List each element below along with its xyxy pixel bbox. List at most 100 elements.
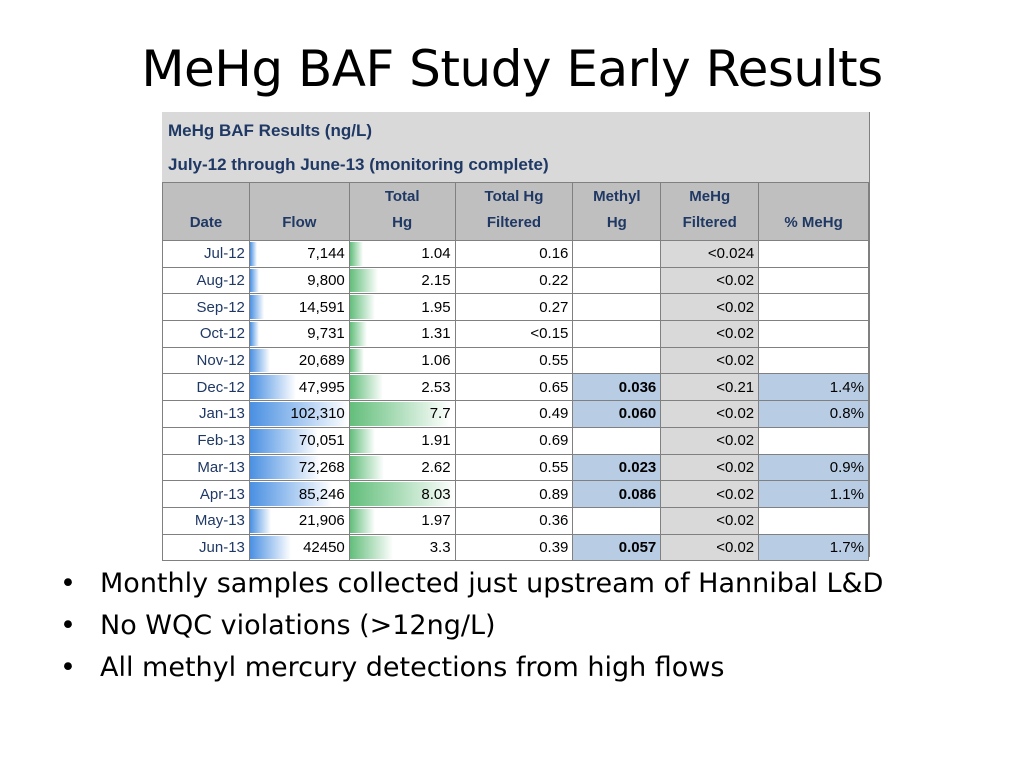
table-row: Mar-13 72,268 2.62 0.55 0.023 <0.02 0.9% <box>162 453 869 482</box>
total-hg-cell-databar <box>349 402 451 426</box>
bullet-dot-icon: • <box>60 652 76 683</box>
date-cell: Jan-13 <box>162 400 250 428</box>
flow-cell-databar <box>249 455 320 480</box>
pct-mehg-cell: 1.7% <box>758 533 869 562</box>
flow-cell-value: 70,051 <box>298 432 345 450</box>
flow-cell-databar <box>249 322 260 346</box>
methyl-hg-cell <box>572 346 662 375</box>
flow-cell: 85,246 <box>248 480 350 508</box>
total-hg-cell-value: 2.62 <box>421 458 451 476</box>
mehg-filtered-cell: <0.02 <box>660 533 760 562</box>
flow-cell-databar <box>249 402 349 426</box>
total-hg-cell-databar <box>349 508 376 533</box>
methyl-hg-cell: 0.036 <box>572 373 662 402</box>
total-hg-cell: 1.04 <box>348 240 456 268</box>
flow-cell: 14,591 <box>248 293 350 322</box>
flow-cell: 9,800 <box>248 266 350 295</box>
total-hg-cell: 7.7 <box>348 400 456 428</box>
header-pct-mehg-line: % MeHg <box>784 214 843 231</box>
methyl-hg-cell <box>572 266 662 295</box>
date-cell: Feb-13 <box>162 426 250 455</box>
results-table: Date Flow Total Hg Total Hg Filtered Methyl Hg M… <box>162 182 869 562</box>
flow-cell-value: 9,800 <box>307 272 345 290</box>
flow-cell-databar <box>249 375 297 400</box>
total-hg-filtered-cell: 0.49 <box>454 400 574 428</box>
methyl-hg-cell <box>572 240 662 268</box>
date-cell: Aug-12 <box>162 266 250 295</box>
bullet-item: • No WQC violations (>12ng/L) <box>60 606 990 648</box>
date-cell: May-13 <box>162 506 250 535</box>
total-hg-cell-value: 1.31 <box>421 325 451 343</box>
flow-cell-value: 72,268 <box>298 458 345 476</box>
date-cell: Jul-12 <box>162 240 250 268</box>
pct-mehg-cell <box>758 426 869 455</box>
date-cell: Jun-13 <box>162 533 250 562</box>
flow-cell-value: 47,995 <box>298 378 345 396</box>
bullet-text: Monthly samples collected just upstream … <box>100 568 884 599</box>
total-hg-cell: 1.97 <box>348 506 456 535</box>
results-table-panel: MeHg BAF Results (ng/L) July-12 through … <box>162 112 870 562</box>
bullet-dot-icon: • <box>60 568 76 599</box>
mehg-filtered-cell: <0.02 <box>660 426 760 455</box>
total-hg-filtered-cell: 0.55 <box>454 346 574 375</box>
table-row: Dec-12 47,995 2.53 0.65 0.036 <0.21 1.4% <box>162 373 869 402</box>
methyl-hg-cell: 0.060 <box>572 400 662 428</box>
mehg-filtered-cell: <0.024 <box>660 240 760 268</box>
methyl-hg-cell <box>572 293 662 322</box>
total-hg-cell: 2.15 <box>348 266 456 295</box>
table-row: Feb-13 70,051 1.91 0.69 <0.02 <box>162 426 869 455</box>
date-cell: Nov-12 <box>162 346 250 375</box>
total-hg-filtered-cell: 0.22 <box>454 266 574 295</box>
flow-cell-value: 9,731 <box>307 325 345 343</box>
total-hg-cell-value: 1.04 <box>421 245 451 263</box>
header-date: Date <box>162 182 250 241</box>
total-hg-filtered-cell: 0.69 <box>454 426 574 455</box>
table-row: Nov-12 20,689 1.06 0.55 <0.02 <box>162 346 869 375</box>
methyl-hg-cell: 0.057 <box>572 533 662 562</box>
total-hg-cell: 2.53 <box>348 373 456 402</box>
table-subtitle: July-12 through June-13 (monitoring comp… <box>168 155 549 174</box>
methyl-hg-cell <box>572 506 662 535</box>
methyl-hg-cell <box>572 426 662 455</box>
table-row: Aug-12 9,800 2.15 0.22 <0.02 <box>162 266 869 295</box>
mehg-filtered-cell: <0.02 <box>660 320 760 348</box>
date-cell: Dec-12 <box>162 373 250 402</box>
mehg-filtered-cell: <0.02 <box>660 293 760 322</box>
date-cell: Mar-13 <box>162 453 250 482</box>
header-total-hg-filtered-line: Total Hg <box>484 188 544 205</box>
header-total-hg-filtered: Total Hg Filtered <box>454 182 574 241</box>
table-row: Sep-12 14,591 1.95 0.27 <0.02 <box>162 293 869 322</box>
flow-cell-value: 85,246 <box>298 485 345 503</box>
methyl-hg-cell <box>572 320 662 348</box>
pct-mehg-cell <box>758 320 869 348</box>
slide-title: MeHg BAF Study Early Results <box>141 40 883 98</box>
total-hg-cell: 2.62 <box>348 453 456 482</box>
total-hg-cell-value: 8.03 <box>421 485 451 503</box>
total-hg-cell-value: 2.53 <box>421 378 451 396</box>
flow-cell-value: 102,310 <box>290 405 345 423</box>
header-methyl-hg-line: Hg <box>606 214 627 231</box>
flow-cell: 47,995 <box>248 373 350 402</box>
pct-mehg-cell <box>758 346 869 375</box>
flow-cell: 7,144 <box>248 240 350 268</box>
total-hg-cell-databar <box>349 482 455 506</box>
total-hg-filtered-cell: 0.39 <box>454 533 574 562</box>
table-header-row: Date Flow Total Hg Total Hg Filtered Methyl Hg M… <box>162 182 869 241</box>
flow-cell: 9,731 <box>248 320 350 348</box>
header-methyl-hg-line: Methyl <box>593 188 641 205</box>
total-hg-cell-databar <box>349 375 383 400</box>
flow-cell-databar <box>249 535 291 560</box>
flow-cell-databar <box>249 242 257 266</box>
mehg-filtered-cell: <0.02 <box>660 266 760 295</box>
header-date-line: Date <box>189 214 223 231</box>
flow-cell: 70,051 <box>248 426 350 455</box>
total-hg-filtered-cell: <0.15 <box>454 320 574 348</box>
total-hg-cell-value: 7.7 <box>429 405 451 423</box>
total-hg-cell: 1.31 <box>348 320 456 348</box>
flow-cell-databar <box>249 268 260 293</box>
header-total-hg-filtered-line: Filtered <box>486 214 542 231</box>
pct-mehg-cell <box>758 240 869 268</box>
flow-cell: 21,906 <box>248 506 350 535</box>
pct-mehg-cell: 1.1% <box>758 480 869 508</box>
pct-mehg-cell: 1.4% <box>758 373 869 402</box>
